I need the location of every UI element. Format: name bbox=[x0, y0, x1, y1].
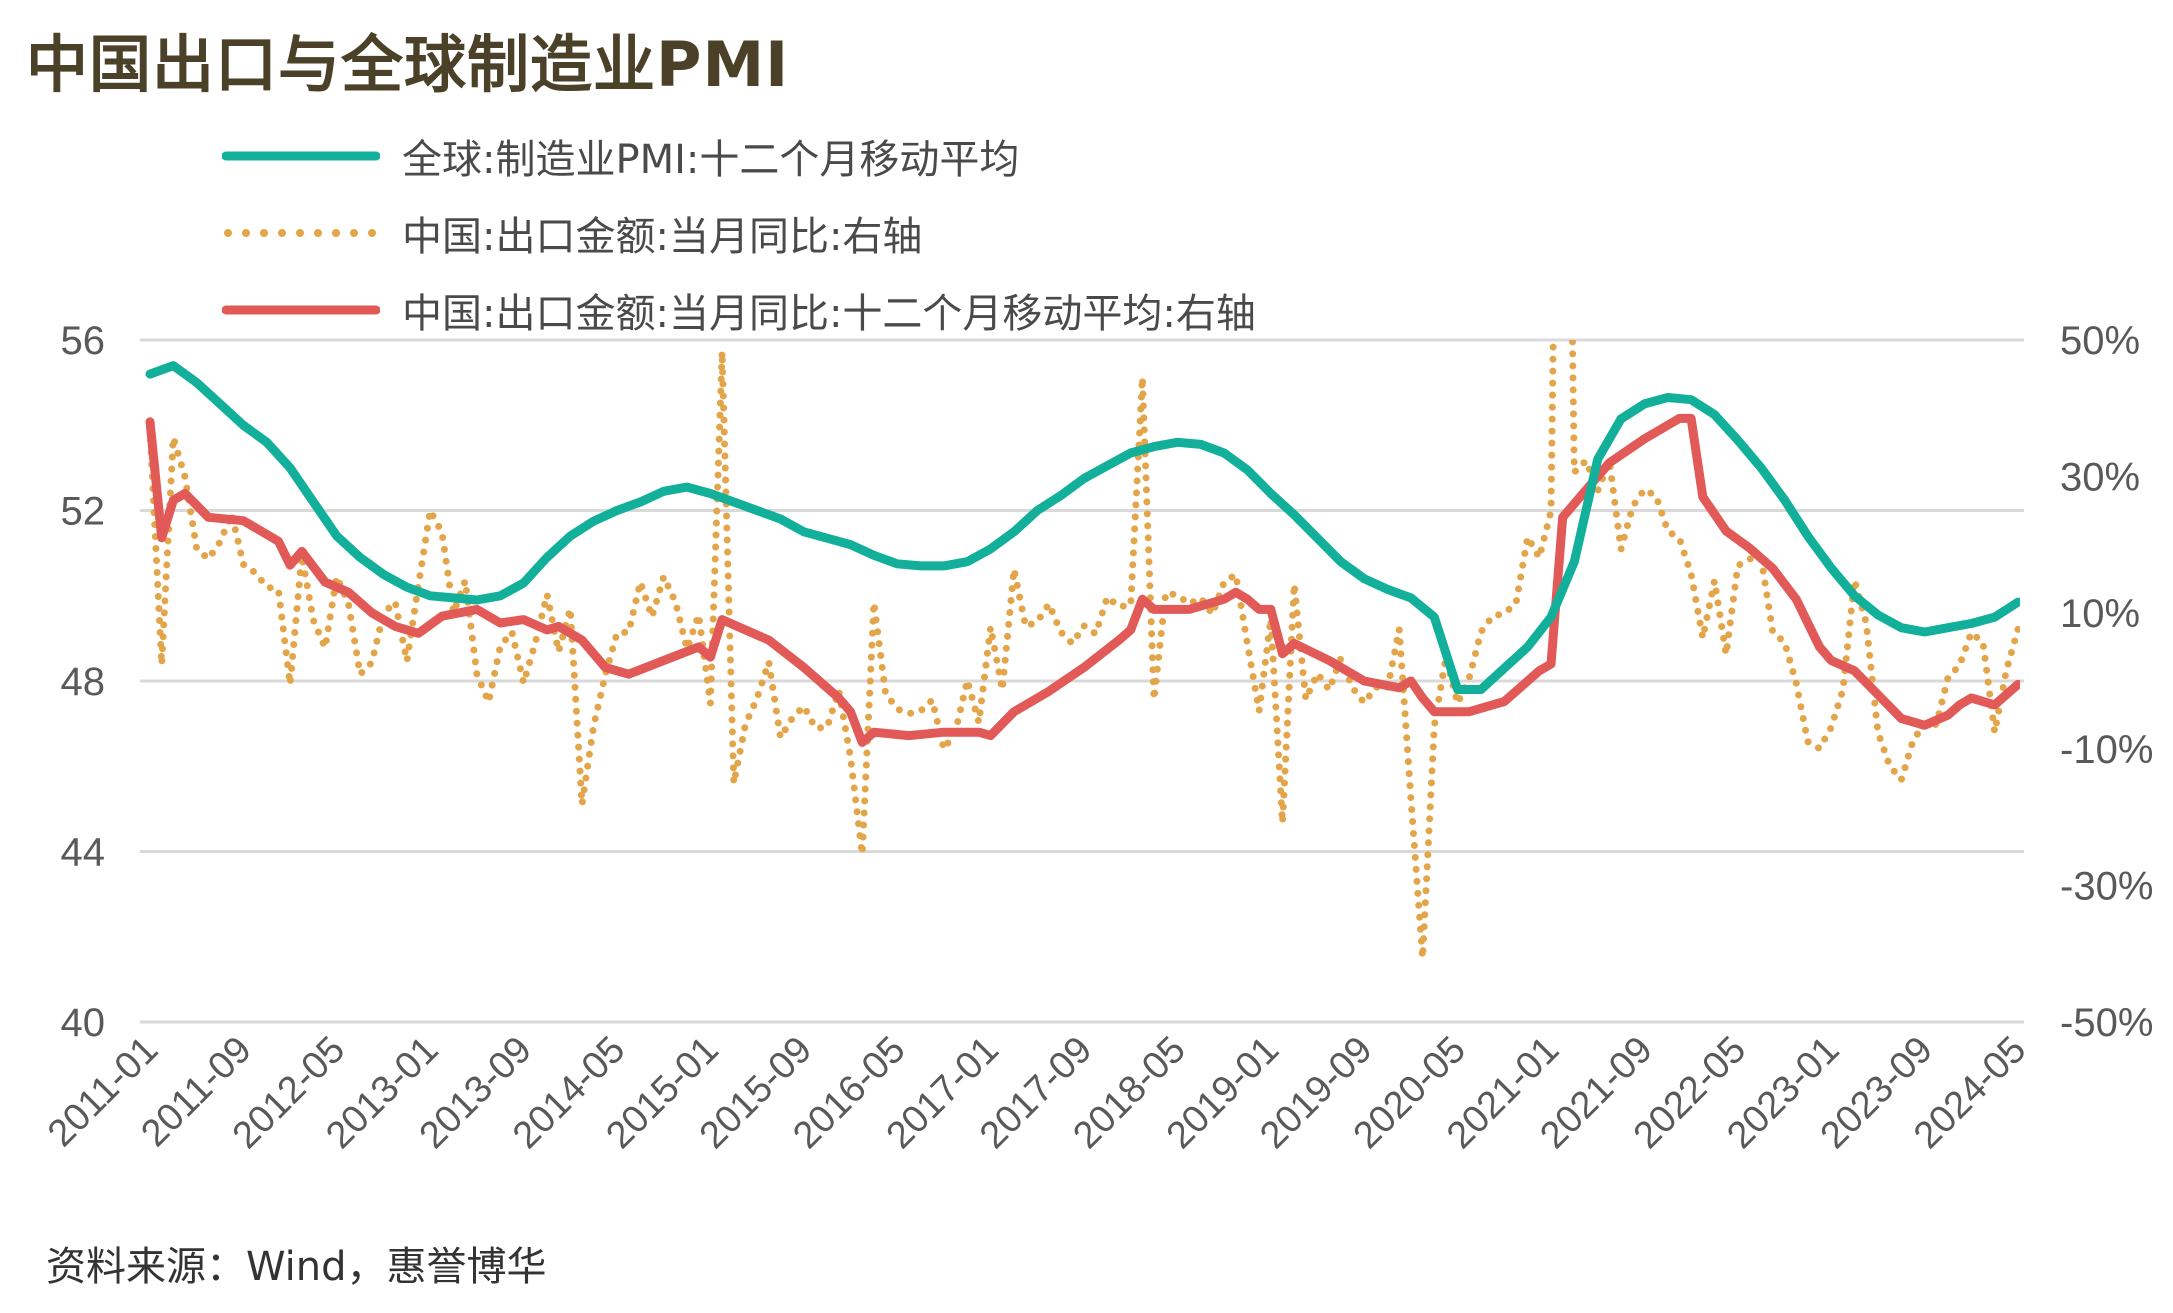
legend-item-pmi: 全球:制造业PMI:十二个月移动平均 bbox=[222, 126, 1019, 186]
legend-item-export-ma: 中国:出口金额:当月同比:十二个月移动平均:右轴 bbox=[222, 280, 1256, 340]
source-note: 资料来源：Wind，惠誉博华 bbox=[46, 1244, 547, 1290]
series-line-export bbox=[146, 340, 2020, 962]
left-tick-label: 52 bbox=[61, 490, 106, 534]
right-tick-label: -30% bbox=[2060, 865, 2153, 909]
right-axis-ticks: 50% 30% 10% -10% -30% -50% bbox=[2060, 319, 2153, 1045]
legend-swatch-solid-teal bbox=[222, 151, 380, 161]
left-tick-label: 56 bbox=[61, 319, 106, 363]
legend-item-export: 中国:出口金额:当月同比:右轴 bbox=[222, 203, 922, 263]
left-tick-label: 40 bbox=[61, 1001, 106, 1045]
right-tick-label: -10% bbox=[2060, 728, 2153, 772]
right-tick-label: 30% bbox=[2060, 455, 2140, 499]
legend-label-export-ma: 中国:出口金额:当月同比:十二个月移动平均:右轴 bbox=[402, 291, 1256, 337]
series-layer bbox=[145, 340, 2020, 962]
right-tick-label: 10% bbox=[2060, 592, 2140, 636]
chart-title: 中国出口与全球制造业PMI bbox=[26, 28, 790, 101]
legend-swatch-dotted-orange bbox=[224, 229, 378, 237]
right-tick-label: 50% bbox=[2060, 319, 2140, 363]
left-axis-ticks: 56 52 48 44 40 bbox=[61, 319, 106, 1045]
legend-label-export: 中国:出口金额:当月同比:右轴 bbox=[402, 214, 923, 260]
x-axis-ticks: 2011-012011-092012-052013-012013-092014-… bbox=[40, 1029, 2034, 1157]
legend-label-pmi: 全球:制造业PMI:十二个月移动平均 bbox=[402, 137, 1020, 183]
legend-swatch-solid-red bbox=[222, 305, 380, 315]
left-tick-label: 44 bbox=[61, 831, 106, 875]
left-tick-label: 48 bbox=[61, 660, 106, 704]
series-line-export-ma bbox=[145, 413, 2020, 747]
right-tick-label: -50% bbox=[2060, 1001, 2153, 1045]
series-line-pmi bbox=[145, 361, 2020, 694]
